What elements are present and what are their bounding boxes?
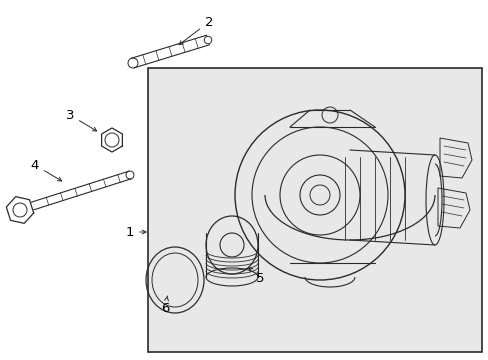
Bar bbox=[148, 68, 481, 352]
Text: 4: 4 bbox=[31, 158, 61, 181]
Polygon shape bbox=[102, 128, 122, 152]
Polygon shape bbox=[6, 197, 34, 223]
Text: 5: 5 bbox=[248, 267, 264, 284]
Text: 2: 2 bbox=[179, 15, 213, 45]
Text: 3: 3 bbox=[65, 108, 97, 131]
Text: 6: 6 bbox=[161, 296, 169, 315]
Text: 1: 1 bbox=[125, 225, 146, 239]
Polygon shape bbox=[18, 171, 131, 216]
